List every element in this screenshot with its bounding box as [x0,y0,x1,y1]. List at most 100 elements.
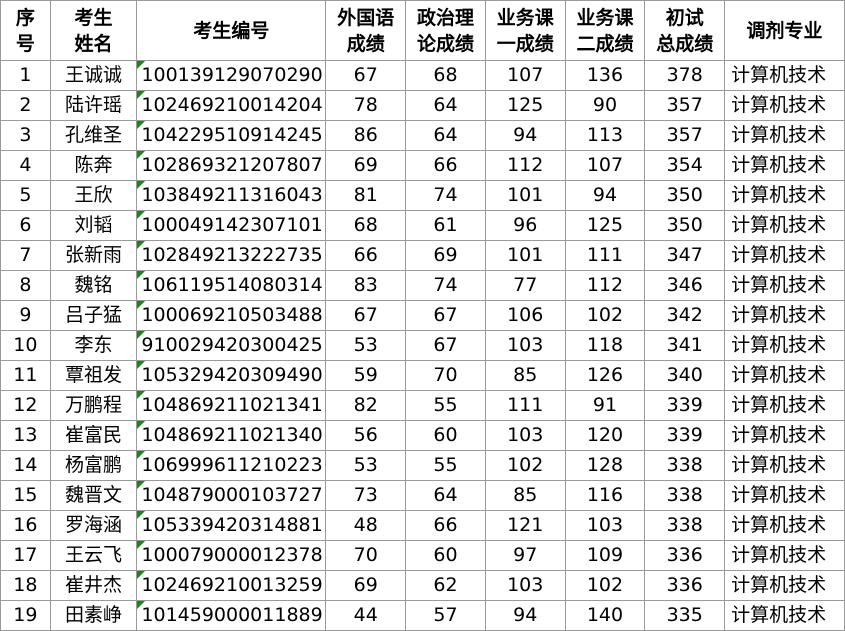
cell-politics[interactable]: 67 [405,300,486,331]
cell-index[interactable]: 19 [0,600,51,631]
cell-subject-1[interactable]: 77 [484,270,566,301]
cell-index[interactable]: 16 [0,510,51,541]
cell-index[interactable]: 6 [0,210,51,241]
cell-subject-2[interactable]: 107 [564,150,646,181]
cell-index[interactable]: 15 [0,480,51,511]
cell-candidate-id[interactable]: 910029420300425 [136,330,327,361]
cell-major[interactable]: 计算机技术 [724,60,845,91]
header-col-index[interactable]: 序号 [0,0,51,61]
cell-subject-2[interactable]: 128 [564,450,646,481]
cell-subject-2[interactable]: 90 [564,90,646,121]
cell-subject-2[interactable]: 91 [564,390,646,421]
cell-subject-2[interactable]: 125 [564,210,646,241]
cell-subject-1[interactable]: 103 [484,330,566,361]
cell-subject-2[interactable]: 116 [564,480,646,511]
cell-name[interactable]: 杨富鹏 [49,450,138,481]
cell-major[interactable]: 计算机技术 [724,510,845,541]
cell-candidate-id[interactable]: 105339420314881 [136,510,327,541]
cell-foreign-language[interactable]: 67 [325,300,407,331]
cell-foreign-language[interactable]: 73 [325,480,407,511]
cell-candidate-id[interactable]: 104869211021341 [136,390,327,421]
cell-subject-1[interactable]: 96 [484,210,566,241]
cell-subject-1[interactable]: 94 [484,600,566,631]
cell-candidate-id[interactable]: 104869211021340 [136,420,327,451]
cell-index[interactable]: 1 [0,60,51,91]
cell-politics[interactable]: 62 [405,570,486,601]
cell-total[interactable]: 340 [644,360,726,391]
cell-subject-1[interactable]: 103 [484,570,566,601]
cell-subject-1[interactable]: 97 [484,540,566,571]
cell-name[interactable]: 魏铭 [49,270,138,301]
cell-politics[interactable]: 74 [405,180,486,211]
cell-foreign-language[interactable]: 44 [325,600,407,631]
cell-candidate-id[interactable]: 101459000011889 [136,600,327,631]
cell-subject-2[interactable]: 111 [564,240,646,271]
header-col-politics[interactable]: 政治理 论成绩 [405,0,486,61]
cell-index[interactable]: 10 [0,330,51,361]
cell-foreign-language[interactable]: 56 [325,420,407,451]
cell-candidate-id[interactable]: 102869321207807 [136,150,327,181]
cell-politics[interactable]: 61 [405,210,486,241]
cell-candidate-id[interactable]: 100069210503488 [136,300,327,331]
cell-subject-1[interactable]: 125 [484,90,566,121]
cell-total[interactable]: 338 [644,510,726,541]
cell-index[interactable]: 13 [0,420,51,451]
cell-subject-2[interactable]: 126 [564,360,646,391]
cell-foreign-language[interactable]: 81 [325,180,407,211]
header-col-candidate-id[interactable]: 考生编号 [136,0,327,61]
cell-name[interactable]: 万鹏程 [49,390,138,421]
cell-name[interactable]: 覃祖发 [49,360,138,391]
header-col-subject-1[interactable]: 业务课 一成绩 [484,0,566,61]
cell-index[interactable]: 11 [0,360,51,391]
cell-total[interactable]: 336 [644,540,726,571]
cell-foreign-language[interactable]: 66 [325,240,407,271]
cell-index[interactable]: 18 [0,570,51,601]
cell-politics[interactable]: 60 [405,420,486,451]
cell-name[interactable]: 魏晋文 [49,480,138,511]
cell-name[interactable]: 张新雨 [49,240,138,271]
cell-subject-2[interactable]: 109 [564,540,646,571]
cell-total[interactable]: 378 [644,60,726,91]
cell-major[interactable]: 计算机技术 [724,600,845,631]
cell-subject-2[interactable]: 112 [564,270,646,301]
cell-politics[interactable]: 68 [405,60,486,91]
cell-foreign-language[interactable]: 83 [325,270,407,301]
cell-foreign-language[interactable]: 48 [325,510,407,541]
cell-subject-1[interactable]: 101 [484,240,566,271]
cell-total[interactable]: 350 [644,210,726,241]
cell-subject-2[interactable]: 118 [564,330,646,361]
cell-major[interactable]: 计算机技术 [724,210,845,241]
cell-name[interactable]: 王诚诚 [49,60,138,91]
cell-foreign-language[interactable]: 69 [325,570,407,601]
cell-index[interactable]: 8 [0,270,51,301]
cell-total[interactable]: 342 [644,300,726,331]
cell-candidate-id[interactable]: 104879000103727 [136,480,327,511]
cell-foreign-language[interactable]: 82 [325,390,407,421]
cell-name[interactable]: 罗海涵 [49,510,138,541]
cell-foreign-language[interactable]: 69 [325,150,407,181]
cell-subject-1[interactable]: 85 [484,480,566,511]
cell-name[interactable]: 王欣 [49,180,138,211]
cell-name[interactable]: 陈奔 [49,150,138,181]
cell-major[interactable]: 计算机技术 [724,480,845,511]
cell-index[interactable]: 12 [0,390,51,421]
cell-major[interactable]: 计算机技术 [724,240,845,271]
cell-total[interactable]: 336 [644,570,726,601]
cell-politics[interactable]: 60 [405,540,486,571]
cell-major[interactable]: 计算机技术 [724,120,845,151]
cell-candidate-id[interactable]: 102849213222735 [136,240,327,271]
cell-total[interactable]: 338 [644,450,726,481]
cell-major[interactable]: 计算机技术 [724,270,845,301]
cell-foreign-language[interactable]: 53 [325,330,407,361]
cell-politics[interactable]: 64 [405,480,486,511]
cell-total[interactable]: 339 [644,390,726,421]
cell-major[interactable]: 计算机技术 [724,570,845,601]
cell-subject-2[interactable]: 120 [564,420,646,451]
cell-name[interactable]: 王云飞 [49,540,138,571]
cell-politics[interactable]: 66 [405,510,486,541]
cell-politics[interactable]: 70 [405,360,486,391]
cell-index[interactable]: 2 [0,90,51,121]
cell-foreign-language[interactable]: 59 [325,360,407,391]
cell-total[interactable]: 339 [644,420,726,451]
cell-major[interactable]: 计算机技术 [724,360,845,391]
